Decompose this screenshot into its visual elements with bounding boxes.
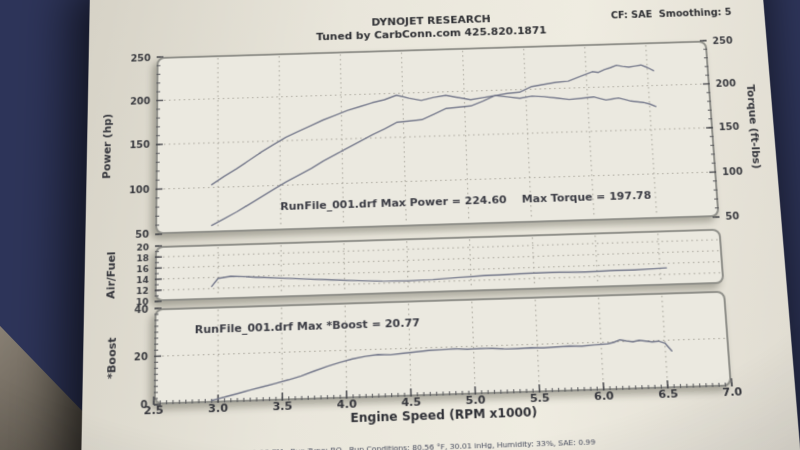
footer-runfile-line: RunFile_001.drf - 8/17/2013 3:01:10 PM R… (130, 437, 596, 450)
svg-text:50: 50 (135, 230, 149, 242)
x-tick-label: 3.0 (208, 401, 229, 416)
power-torque-chart: 50 50 100 100 150 150 200 200 250 250 Power (hp) … (85, 35, 781, 241)
x-tick-label: 5.5 (529, 391, 551, 406)
svg-text:200: 200 (130, 96, 151, 107)
printout-paper: DYNOJET RESEARCH Tuned by CarbConn.com 4… (79, 0, 800, 450)
svg-text:100: 100 (722, 167, 744, 179)
x-tick-label: 5.0 (465, 393, 486, 408)
x-tick-label: 4.0 (336, 397, 357, 412)
x-tick-label: 4.5 (401, 395, 422, 410)
svg-text:250: 250 (712, 35, 733, 46)
svg-text:40: 40 (134, 304, 148, 316)
boost-chart: 0 20 40 *Boost RunFile_001.drf Max *Boost … (82, 289, 795, 412)
svg-text:50: 50 (725, 212, 740, 223)
svg-text:250: 250 (131, 53, 152, 64)
svg-text:14: 14 (136, 276, 149, 287)
x-tick-label: 6.0 (593, 389, 615, 404)
svg-text:18: 18 (136, 254, 149, 265)
power-torque-plot: 50 50 100 100 150 150 200 200 250 250 (129, 35, 744, 241)
svg-text:20: 20 (136, 243, 149, 253)
x-tick-label: 2.5 (143, 403, 164, 418)
svg-text:200: 200 (715, 79, 736, 90)
boost-axis-label: *Boost (104, 336, 119, 379)
cf-smoothing-note: CF: SAE Smoothing: 5 (610, 7, 732, 22)
x-tick-label: 6.5 (657, 387, 679, 402)
power-axis-label: Power (hp) (99, 113, 114, 179)
svg-text:20: 20 (134, 352, 148, 364)
svg-text:0: 0 (140, 400, 147, 412)
x-tick-label: 3.5 (272, 399, 293, 414)
svg-text:100: 100 (129, 185, 150, 197)
svg-text:12: 12 (136, 287, 149, 298)
air-fuel-axis-label: Air/Fuel (103, 251, 118, 300)
svg-text:150: 150 (129, 140, 150, 151)
x-tick-label: 7.0 (721, 385, 743, 400)
svg-text:16: 16 (136, 265, 149, 276)
svg-text:10: 10 (136, 298, 149, 309)
svg-text:150: 150 (718, 122, 739, 133)
boost-plot: 0 20 40 (134, 289, 795, 412)
air-fuel-chart: 10 12 14 16 18 20 Air/Fuel (84, 227, 786, 309)
